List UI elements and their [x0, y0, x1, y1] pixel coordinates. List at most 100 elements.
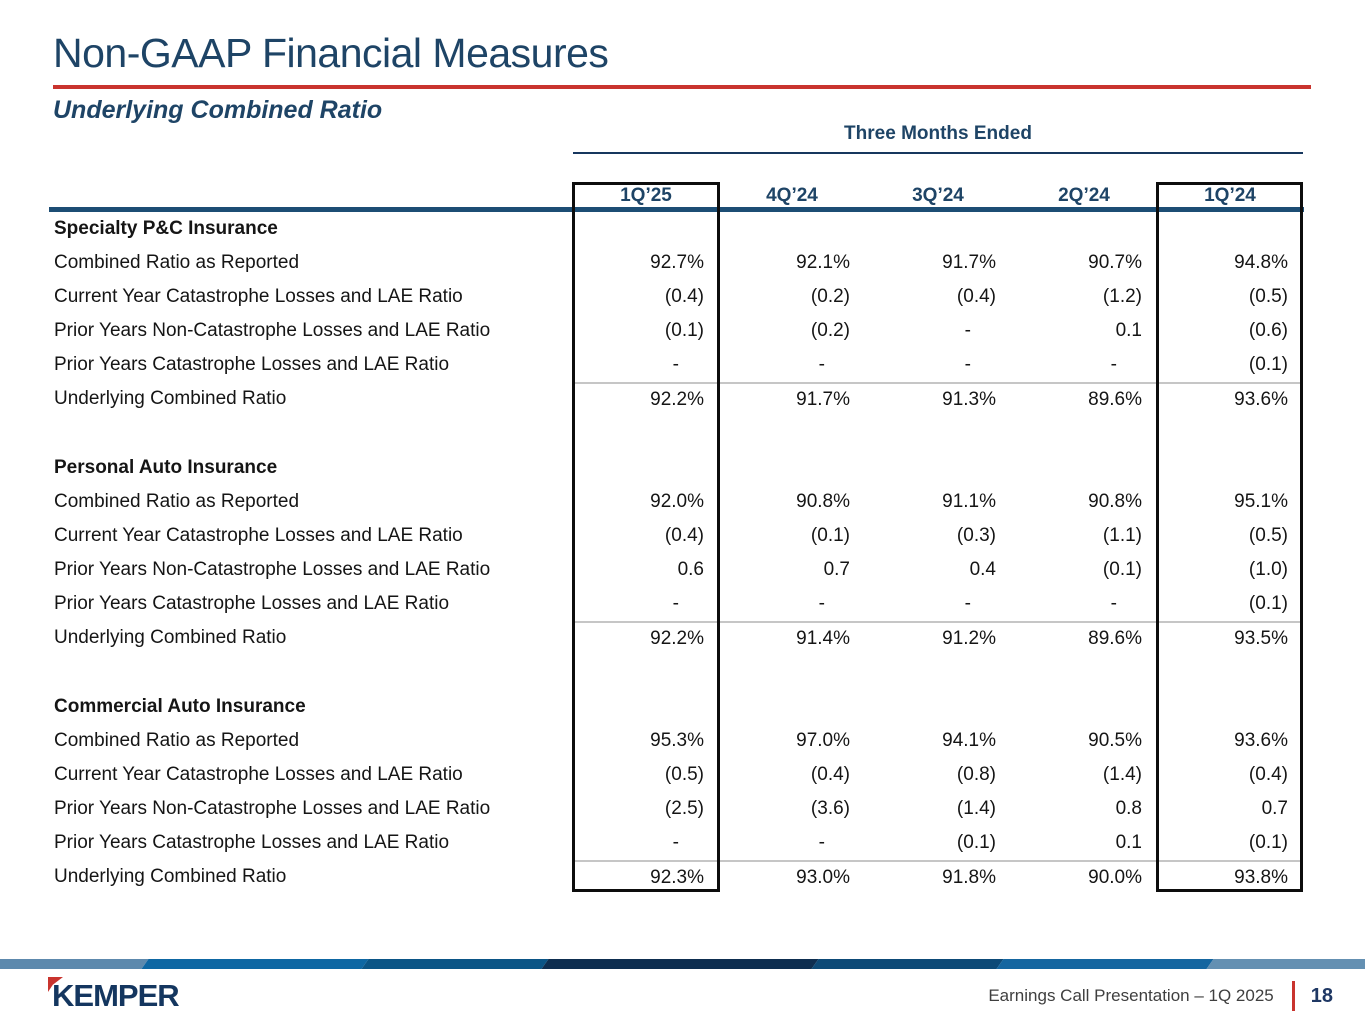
value-cell: (0.4): [664, 525, 704, 546]
value-cell: -: [1110, 593, 1117, 614]
row-label: Underlying Combined Ratio: [54, 388, 287, 409]
value-cell: (0.2): [810, 320, 850, 341]
footer-bar-segment: [141, 959, 369, 969]
table-row: Prior Years Catastrophe Losses and LAE R…: [53, 826, 1303, 860]
value-cell: (0.1): [1248, 832, 1288, 853]
group-header-rule: [573, 152, 1303, 154]
row-values: - - - - (0.1): [573, 587, 1303, 621]
footer-right-group: Earnings Call Presentation – 1Q 2025 18: [988, 978, 1333, 1014]
title-underline-rule: [53, 85, 1311, 89]
value-cell: (0.6): [1248, 320, 1288, 341]
table-row: Underlying Combined Ratio 92.2% 91.7% 91.3%…: [53, 382, 1303, 416]
value-cell: 90.7%: [1088, 252, 1142, 273]
value-cell: -: [672, 593, 679, 614]
table-row: Prior Years Non-Catastrophe Losses and L…: [53, 792, 1303, 826]
section-spacer: [53, 655, 1303, 690]
value-cell: -: [1110, 354, 1117, 375]
row-label: Prior Years Catastrophe Losses and LAE R…: [54, 593, 450, 614]
kemper-logo-text: KEMPER: [52, 978, 180, 1013]
value-cell: 0.6: [677, 559, 704, 580]
row-values: (0.4) (0.2) (0.4) (1.2) (0.5): [573, 280, 1303, 314]
row-values: (2.5) (3.6) (1.4) 0.8 0.7: [573, 792, 1303, 826]
row-label: Current Year Catastrophe Losses and LAE …: [54, 764, 463, 785]
footer-accent-bar: [0, 959, 1365, 969]
row-values: 92.2% 91.7% 91.3% 89.6% 93.6%: [573, 382, 1303, 416]
value-cell: (0.3): [956, 525, 996, 546]
value-cell: 0.8: [1115, 798, 1142, 819]
value-cell: 97.0%: [796, 730, 850, 751]
column-header-5: 1Q’24: [1204, 185, 1256, 206]
value-cell: (0.1): [1248, 354, 1288, 375]
value-cell: (1.0): [1248, 559, 1288, 580]
value-cell: 93.8%: [1234, 867, 1288, 888]
table-row: Combined Ratio as Reported 92.7% 92.1% 91.7…: [53, 246, 1303, 280]
table-row: Combined Ratio as Reported 92.0% 90.8% 91.1…: [53, 485, 1303, 519]
footer-red-divider: [1291, 981, 1295, 1011]
value-cell: 93.0%: [796, 867, 850, 888]
value-cell: (0.4): [956, 286, 996, 307]
row-label: Prior Years Catastrophe Losses and LAE R…: [54, 832, 450, 853]
footer-bar-segment: [361, 959, 549, 969]
value-cell: 95.1%: [1234, 491, 1288, 512]
table-row: Prior Years Catastrophe Losses and LAE R…: [53, 348, 1303, 382]
value-cell: -: [672, 354, 679, 375]
value-cell: (0.4): [810, 764, 850, 785]
value-cell: (1.4): [1102, 764, 1142, 785]
value-cell: 0.7: [823, 559, 850, 580]
value-cell: 94.8%: [1234, 252, 1288, 273]
page-number: 18: [1310, 984, 1333, 1007]
footer-bar-segment: [541, 959, 819, 969]
row-values: (0.5) (0.4) (0.8) (1.4) (0.4): [573, 758, 1303, 792]
table-row: Prior Years Catastrophe Losses and LAE R…: [53, 587, 1303, 621]
table-top-rule: [49, 207, 1304, 212]
value-cell: 93.6%: [1234, 389, 1288, 410]
column-header-row: 1Q’25 4Q’24 3Q’24 2Q’24 1Q’24: [573, 183, 1303, 209]
footer-bar-segments: [0, 959, 1365, 969]
table-row: Underlying Combined Ratio 92.3% 93.0% 91.8%…: [53, 860, 1303, 894]
value-cell: 0.4: [969, 559, 996, 580]
row-values: - - - - (0.1): [573, 348, 1303, 382]
section-spacer: [53, 416, 1303, 451]
value-cell: 93.5%: [1234, 628, 1288, 649]
column-header-4: 2Q’24: [1058, 185, 1110, 206]
value-cell: 91.4%: [796, 628, 850, 649]
row-label: Prior Years Catastrophe Losses and LAE R…: [54, 354, 450, 375]
value-cell: -: [672, 832, 679, 853]
value-cell: 91.3%: [942, 389, 996, 410]
table-row: Current Year Catastrophe Losses and LAE …: [53, 519, 1303, 553]
value-cell: 92.3%: [650, 867, 704, 888]
value-cell: 93.6%: [1234, 730, 1288, 751]
table-row: Combined Ratio as Reported 95.3% 97.0% 94.1…: [53, 724, 1303, 758]
value-cell: 91.7%: [796, 389, 850, 410]
row-label: Prior Years Non-Catastrophe Losses and L…: [54, 559, 491, 580]
value-cell: 90.5%: [1088, 730, 1142, 751]
section-header-values: [573, 690, 1303, 724]
table-row: Prior Years Non-Catastrophe Losses and L…: [53, 314, 1303, 348]
value-cell: 92.7%: [650, 252, 704, 273]
table-row: Current Year Catastrophe Losses and LAE …: [53, 758, 1303, 792]
value-cell: 89.6%: [1088, 389, 1142, 410]
value-cell: (0.5): [1248, 525, 1288, 546]
value-cell: -: [964, 354, 971, 375]
value-cell: (0.5): [1248, 286, 1288, 307]
value-cell: (0.5): [664, 764, 704, 785]
row-label: Combined Ratio as Reported: [54, 491, 300, 512]
value-cell: (0.8): [956, 764, 996, 785]
value-cell: 90.8%: [1088, 491, 1142, 512]
value-cell: (0.1): [1102, 559, 1142, 580]
row-label: Underlying Combined Ratio: [54, 627, 287, 648]
column-header-3: 3Q’24: [912, 185, 964, 206]
ratio-table: Specialty P&C Insurance Combined Ratio as…: [53, 212, 1303, 894]
row-values: 0.6 0.7 0.4 (0.1) (1.0): [573, 553, 1303, 587]
table-row: Current Year Catastrophe Losses and LAE …: [53, 280, 1303, 314]
row-values: 92.2% 91.4% 91.2% 89.6% 93.5%: [573, 621, 1303, 655]
section-title: Personal Auto Insurance: [54, 457, 278, 478]
row-values: 92.3% 93.0% 91.8% 90.0% 93.8%: [573, 860, 1303, 894]
value-cell: -: [818, 832, 825, 853]
page-subtitle: Underlying Combined Ratio: [53, 96, 383, 124]
footer-bar-segment: [0, 959, 149, 969]
value-cell: (0.1): [664, 320, 704, 341]
footer-caption: Earnings Call Presentation – 1Q 2025: [988, 986, 1274, 1005]
row-label: Current Year Catastrophe Losses and LAE …: [54, 525, 463, 546]
